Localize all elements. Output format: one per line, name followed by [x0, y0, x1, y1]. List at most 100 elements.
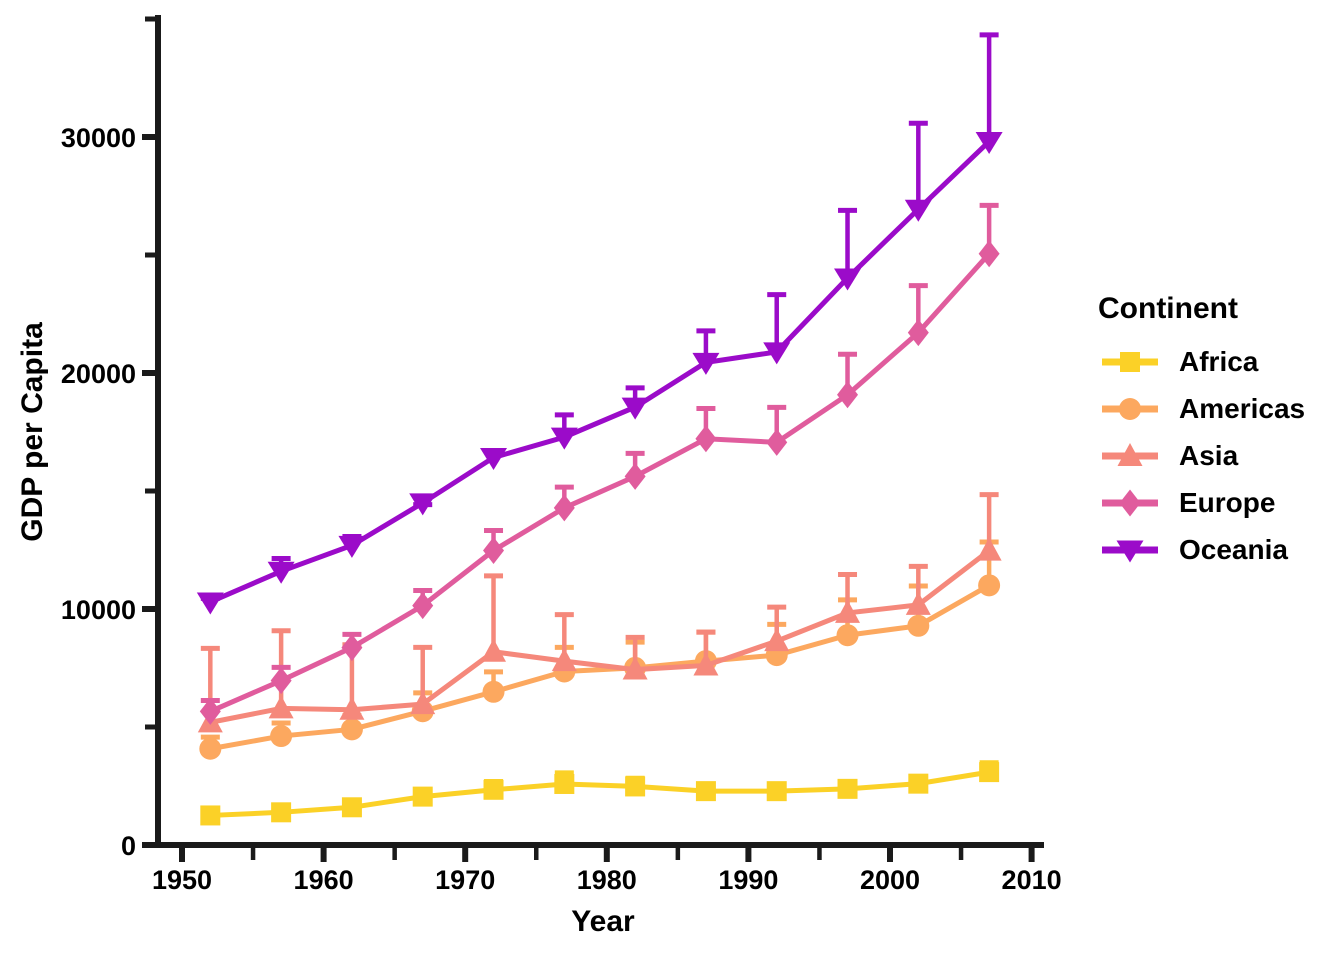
legend-item-oceania: Oceania [1096, 526, 1305, 573]
x-minor-tick [534, 848, 539, 860]
x-major-tick [887, 848, 893, 862]
square-marker [837, 778, 858, 799]
x-major-tick [1028, 848, 1035, 862]
legend-triangle-down-marker [1116, 540, 1144, 562]
triangle-down-marker [338, 535, 366, 558]
y-axis: 0 10000 20000 30000 [61, 16, 156, 861]
error-bars-europe [200, 202, 999, 712]
y-tick-label: 0 [121, 831, 136, 861]
triangle-down-marker [692, 352, 720, 375]
series-asia [197, 492, 1002, 733]
triangle-up-marker [693, 652, 719, 676]
series-line-americas [209, 583, 991, 752]
triangle-up-marker [551, 648, 577, 672]
x-major-tick [745, 848, 752, 862]
circle-marker [836, 624, 859, 647]
series-line-europe [209, 252, 991, 714]
y-minor-tick [145, 16, 156, 22]
legend-item-europe: Europe [1096, 479, 1305, 526]
diamond-marker [412, 592, 434, 620]
legend-label-europe: Europe [1179, 486, 1276, 518]
markers-asia [197, 537, 1002, 733]
square-marker [341, 797, 362, 818]
circle-marker [340, 718, 363, 741]
x-major-tick [179, 848, 185, 862]
series-africa [200, 760, 1000, 826]
x-tick-label: 1960 [294, 865, 354, 895]
triangle-up-marker [764, 628, 790, 652]
diamond-marker [341, 634, 363, 662]
series-line-asia [209, 548, 991, 725]
series-americas [199, 539, 1001, 760]
y-axis-title: GDP per Capita [16, 322, 49, 542]
markers-oceania [196, 131, 1003, 615]
diamond-marker [553, 494, 575, 522]
circle-marker [270, 725, 293, 748]
square-marker [271, 802, 292, 823]
legend: Continent Africa Americas Asia Europe Oc… [1096, 292, 1305, 573]
y-tick-label: 10000 [61, 595, 136, 625]
legend-key-graphic [1102, 351, 1158, 372]
x-axis-spine [155, 842, 1044, 848]
triangle-down-marker [196, 592, 224, 615]
x-major-tick [320, 848, 327, 862]
square-marker [625, 776, 646, 797]
x-tick-label: 1970 [435, 865, 495, 895]
diamond-marker [695, 425, 717, 453]
x-minor-tick [675, 848, 681, 860]
x-minor-tick [250, 848, 256, 860]
y-minor-tick [145, 724, 156, 730]
legend-label-oceania: Oceania [1179, 533, 1288, 565]
x-tick-label: 1990 [718, 865, 778, 895]
x-minor-tick [392, 848, 397, 860]
diamond-marker [907, 319, 929, 347]
circle-marker [199, 737, 222, 760]
x-tick-label: 1950 [152, 865, 212, 895]
x-minor-tick [817, 848, 822, 860]
markers-europe [199, 240, 1000, 725]
square-marker [200, 805, 221, 826]
square-marker [412, 786, 433, 807]
y-major-tick [142, 370, 156, 376]
legend-key-graphic [1102, 489, 1158, 516]
y-major-tick [142, 134, 156, 140]
legend-item-americas: Americas [1096, 385, 1305, 432]
x-tick-label: 1980 [577, 865, 637, 895]
y-minor-tick [145, 252, 156, 258]
x-axis: 1950 1960 1970 1980 1990 2000 2010 [152, 848, 1062, 895]
triangle-down-marker [904, 199, 932, 222]
series-line-africa [210, 769, 990, 818]
legend-diamond-marker [1119, 489, 1141, 516]
triangle-down-marker [550, 427, 578, 450]
square-marker [483, 779, 504, 800]
triangle-down-marker [267, 561, 295, 584]
x-tick-label: 2010 [1002, 865, 1062, 895]
circle-marker [482, 680, 505, 703]
y-minor-tick [145, 488, 156, 494]
diamond-marker [837, 381, 859, 409]
square-marker [766, 781, 787, 802]
square-marker [695, 781, 716, 802]
legend-label-americas: Americas [1179, 392, 1306, 424]
triangle-up-marker [976, 537, 1002, 561]
square-marker [908, 773, 929, 794]
x-tick-label: 2000 [860, 865, 920, 895]
triangle-up-marker [905, 591, 931, 615]
triangle-up-marker [410, 691, 436, 715]
markers-africa [200, 762, 1000, 826]
circle-marker-icon [1102, 391, 1158, 427]
diamond-marker-icon [1102, 485, 1158, 521]
legend-label-asia: Asia [1179, 439, 1239, 471]
x-minor-tick [958, 848, 964, 860]
triangle-up-marker [835, 599, 861, 623]
triangle-down-marker [409, 493, 437, 516]
diamond-marker [624, 462, 646, 490]
legend-title: Continent [1098, 292, 1238, 325]
diamond-marker [270, 667, 292, 695]
triangle-down-marker [834, 268, 862, 291]
triangle-up-marker-icon [1102, 438, 1158, 474]
triangle-down-marker-icon [1102, 532, 1158, 568]
triangle-up-marker [622, 656, 648, 680]
legend-key-graphic [1102, 540, 1158, 562]
